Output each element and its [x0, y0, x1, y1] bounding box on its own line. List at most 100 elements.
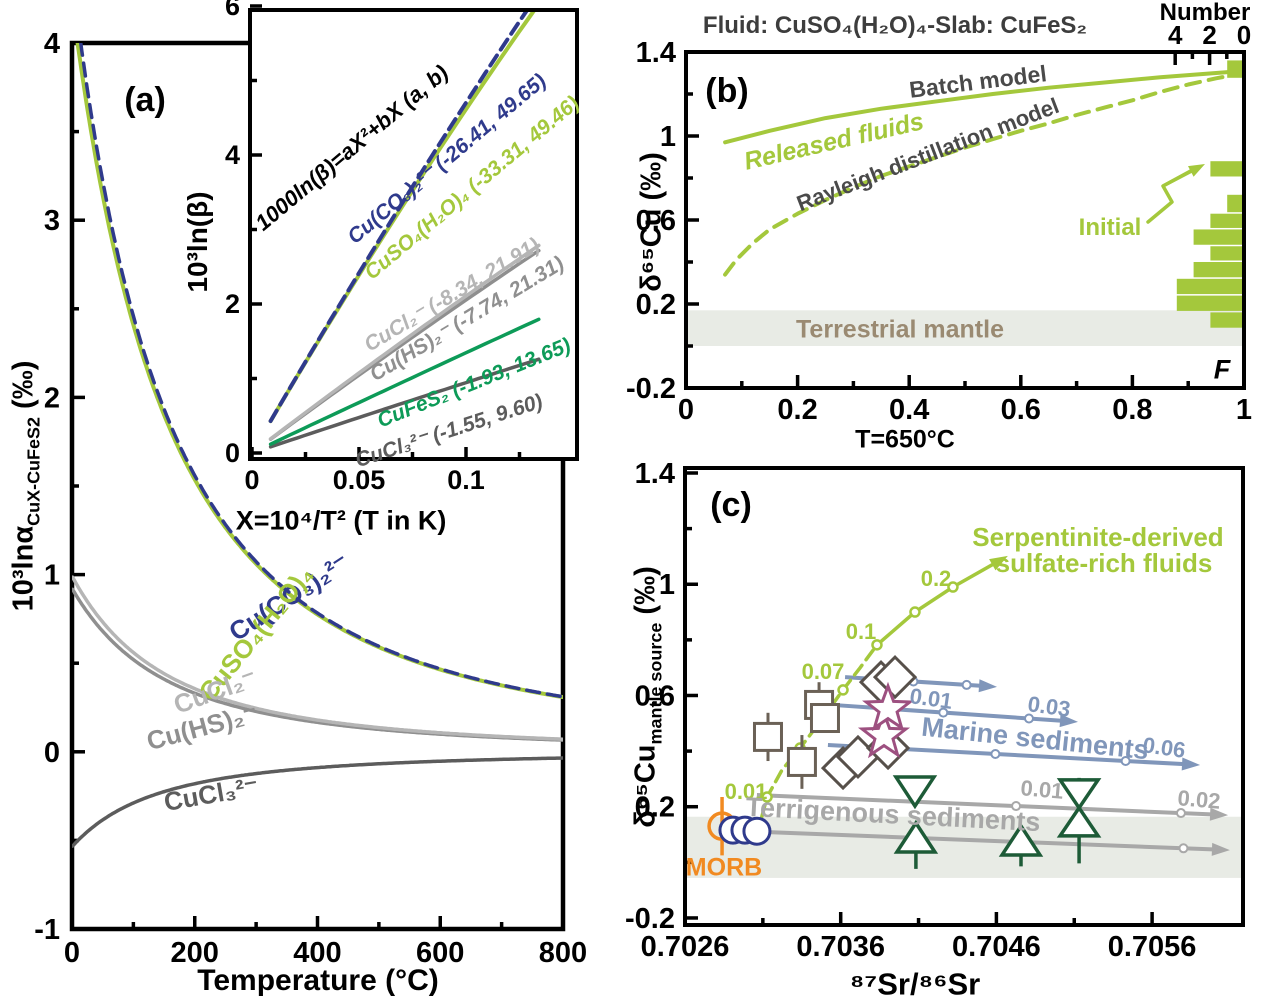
- initial-arrow: [1146, 164, 1205, 224]
- hist-bar-3: [1210, 213, 1244, 228]
- curve-Cu(CO₃)₂²⁻: [78, 43, 563, 699]
- svg-text:0: 0: [678, 394, 694, 426]
- panel-b-y-title: δ⁶⁵Cu (‰): [635, 152, 668, 292]
- svg-text:-1: -1: [34, 914, 60, 946]
- svg-text:3: 3: [44, 205, 60, 237]
- panel-c: -0.2 0.2 0.6 1 1.4 0.7026 0.7036 0.7046 0.7056: [625, 458, 1245, 963]
- svg-text:6: 6: [225, 0, 240, 21]
- square-symbol: [786, 746, 817, 777]
- triangle-up-symbol: [998, 822, 1044, 857]
- serp-frac-02: 0.2: [920, 566, 952, 591]
- panel-c-y-title-part-2: (‰): [629, 566, 662, 623]
- svg-text:0.2: 0.2: [636, 289, 676, 321]
- svg-text:0.6: 0.6: [1001, 394, 1041, 426]
- panel-a-y-title-part-0: 10³lnα: [7, 525, 40, 612]
- svg-text:-0.2: -0.2: [625, 903, 675, 935]
- inset-lines: [268, 10, 541, 449]
- morb-label: MORB: [685, 853, 763, 882]
- svg-text:200: 200: [171, 937, 219, 969]
- panel-a-x-title: Temperature (°C): [197, 964, 439, 997]
- hist-bar-8: [1176, 295, 1244, 311]
- serpentinite-label-line2: sulfate-rich fluids: [995, 548, 1213, 578]
- panel-b-curves: [723, 68, 1244, 277]
- svg-text:1: 1: [44, 560, 60, 592]
- svg-text:0.2: 0.2: [635, 792, 675, 824]
- panel-a-y-title: 10³lnαCuX-CuFeS2 (‰): [7, 361, 44, 612]
- inset-line-CuCl₃²⁻: [268, 357, 541, 449]
- triangle-up-symbol: [893, 819, 939, 854]
- hourglass-bottom: [1056, 804, 1102, 838]
- svg-text:0: 0: [1237, 20, 1251, 50]
- panel-b-letter: (b): [705, 72, 749, 110]
- curve-CuCl₂⁻: [72, 575, 563, 741]
- marine-frac-003: 0.03: [1026, 691, 1073, 722]
- hist-bar-1: [1210, 161, 1244, 177]
- hist-bar-9: [1210, 312, 1244, 328]
- terrestrial-mantle-label: Terrestrial mantle: [796, 315, 1004, 344]
- inset-line-CuCl₂⁻: [268, 243, 541, 441]
- serp-frac-007: 0.07: [801, 659, 845, 684]
- svg-text:1.4: 1.4: [635, 458, 675, 490]
- svg-text:1.4: 1.4: [636, 37, 676, 69]
- svg-text:1: 1: [659, 569, 675, 601]
- series-batch-model: [723, 68, 1244, 145]
- diamond-symbol: [872, 655, 918, 700]
- panel-b: -0.20.20.611.40 0.2 0.4 0.6 0.8 14 2 0: [626, 20, 1252, 426]
- series-rayleigh-distillation-model: [723, 71, 1244, 277]
- svg-text:4: 4: [44, 28, 60, 60]
- svg-text:2: 2: [1202, 20, 1216, 50]
- star-symbol: [857, 708, 911, 759]
- svg-text:0: 0: [225, 438, 240, 468]
- panel-b-f-label: F: [1213, 354, 1231, 385]
- svg-text:800: 800: [539, 937, 587, 969]
- svg-text:0.7036: 0.7036: [796, 931, 885, 963]
- panel-b-number-title: Number: [1159, 0, 1251, 26]
- circle-symbol: [742, 816, 772, 846]
- hist-bar-5: [1210, 246, 1244, 261]
- panel-c-letter: (c): [710, 486, 752, 524]
- inset-ticks: 0 2 4 6 0 0.05 0.1: [225, 0, 522, 495]
- panel-c-x-title: ⁸⁷Sr/⁸⁶Sr: [849, 966, 981, 1002]
- svg-text:0.7056: 0.7056: [1108, 931, 1197, 963]
- panel-b-x-title: T=650°C: [855, 425, 955, 454]
- svg-text:0.1: 0.1: [447, 465, 485, 495]
- panel-b-title: Fluid: CuSO₄(H₂O)₄-Slab: CuFeS₂: [702, 12, 1088, 39]
- svg-text:0.7046: 0.7046: [952, 931, 1041, 963]
- svg-text:0.2: 0.2: [777, 394, 817, 426]
- initial-arrow-line: [1146, 166, 1198, 224]
- svg-text:2: 2: [225, 289, 240, 319]
- serp-frac-001: 0.01: [724, 779, 768, 804]
- hourglass-top: [1056, 778, 1102, 811]
- panel-a-y-title-part-1: CuX-CuFeS2: [23, 417, 44, 526]
- panel-a-curves: [72, 43, 563, 848]
- hist-bar-2: [1227, 194, 1244, 213]
- panel-c-y-title: δ⁶⁵Cumantle source (‰): [629, 566, 665, 828]
- hist-bar-7: [1176, 278, 1244, 295]
- curve-CuCl₃²⁻: [72, 756, 563, 848]
- panel-c-y-title-part-0: δ⁶⁵Cu: [629, 744, 662, 828]
- serp-frac-01: 0.1: [845, 619, 877, 644]
- marine-frac-001: 0.01: [908, 683, 955, 714]
- svg-text:2: 2: [44, 382, 60, 414]
- hist-bar-6: [1193, 262, 1244, 278]
- terrig-frac-002: 0.02: [1176, 785, 1222, 814]
- svg-text:0.6: 0.6: [636, 205, 676, 237]
- svg-text:0.4: 0.4: [889, 394, 929, 426]
- triangle-down-symbol: [892, 775, 938, 810]
- svg-text:0: 0: [64, 937, 80, 969]
- panel-b-histogram: [1176, 60, 1244, 328]
- initial-label: Initial: [1078, 214, 1142, 241]
- terrig-frac-001: 0.01: [1019, 775, 1065, 804]
- inset-line-Cu(CO₃)₂²⁻: [268, 10, 530, 423]
- svg-text:4: 4: [225, 140, 240, 170]
- svg-text:0.6: 0.6: [635, 680, 675, 712]
- panel-a-inset: 0 2 4 6 0 0.05 0.1: [225, 0, 579, 495]
- star-symbol: [862, 681, 915, 732]
- square-symbol: [752, 721, 783, 752]
- terrigenous-arrow-0: [756, 793, 1229, 821]
- svg-text:0.7026: 0.7026: [641, 931, 730, 963]
- panel-c-symbols: [707, 655, 1102, 869]
